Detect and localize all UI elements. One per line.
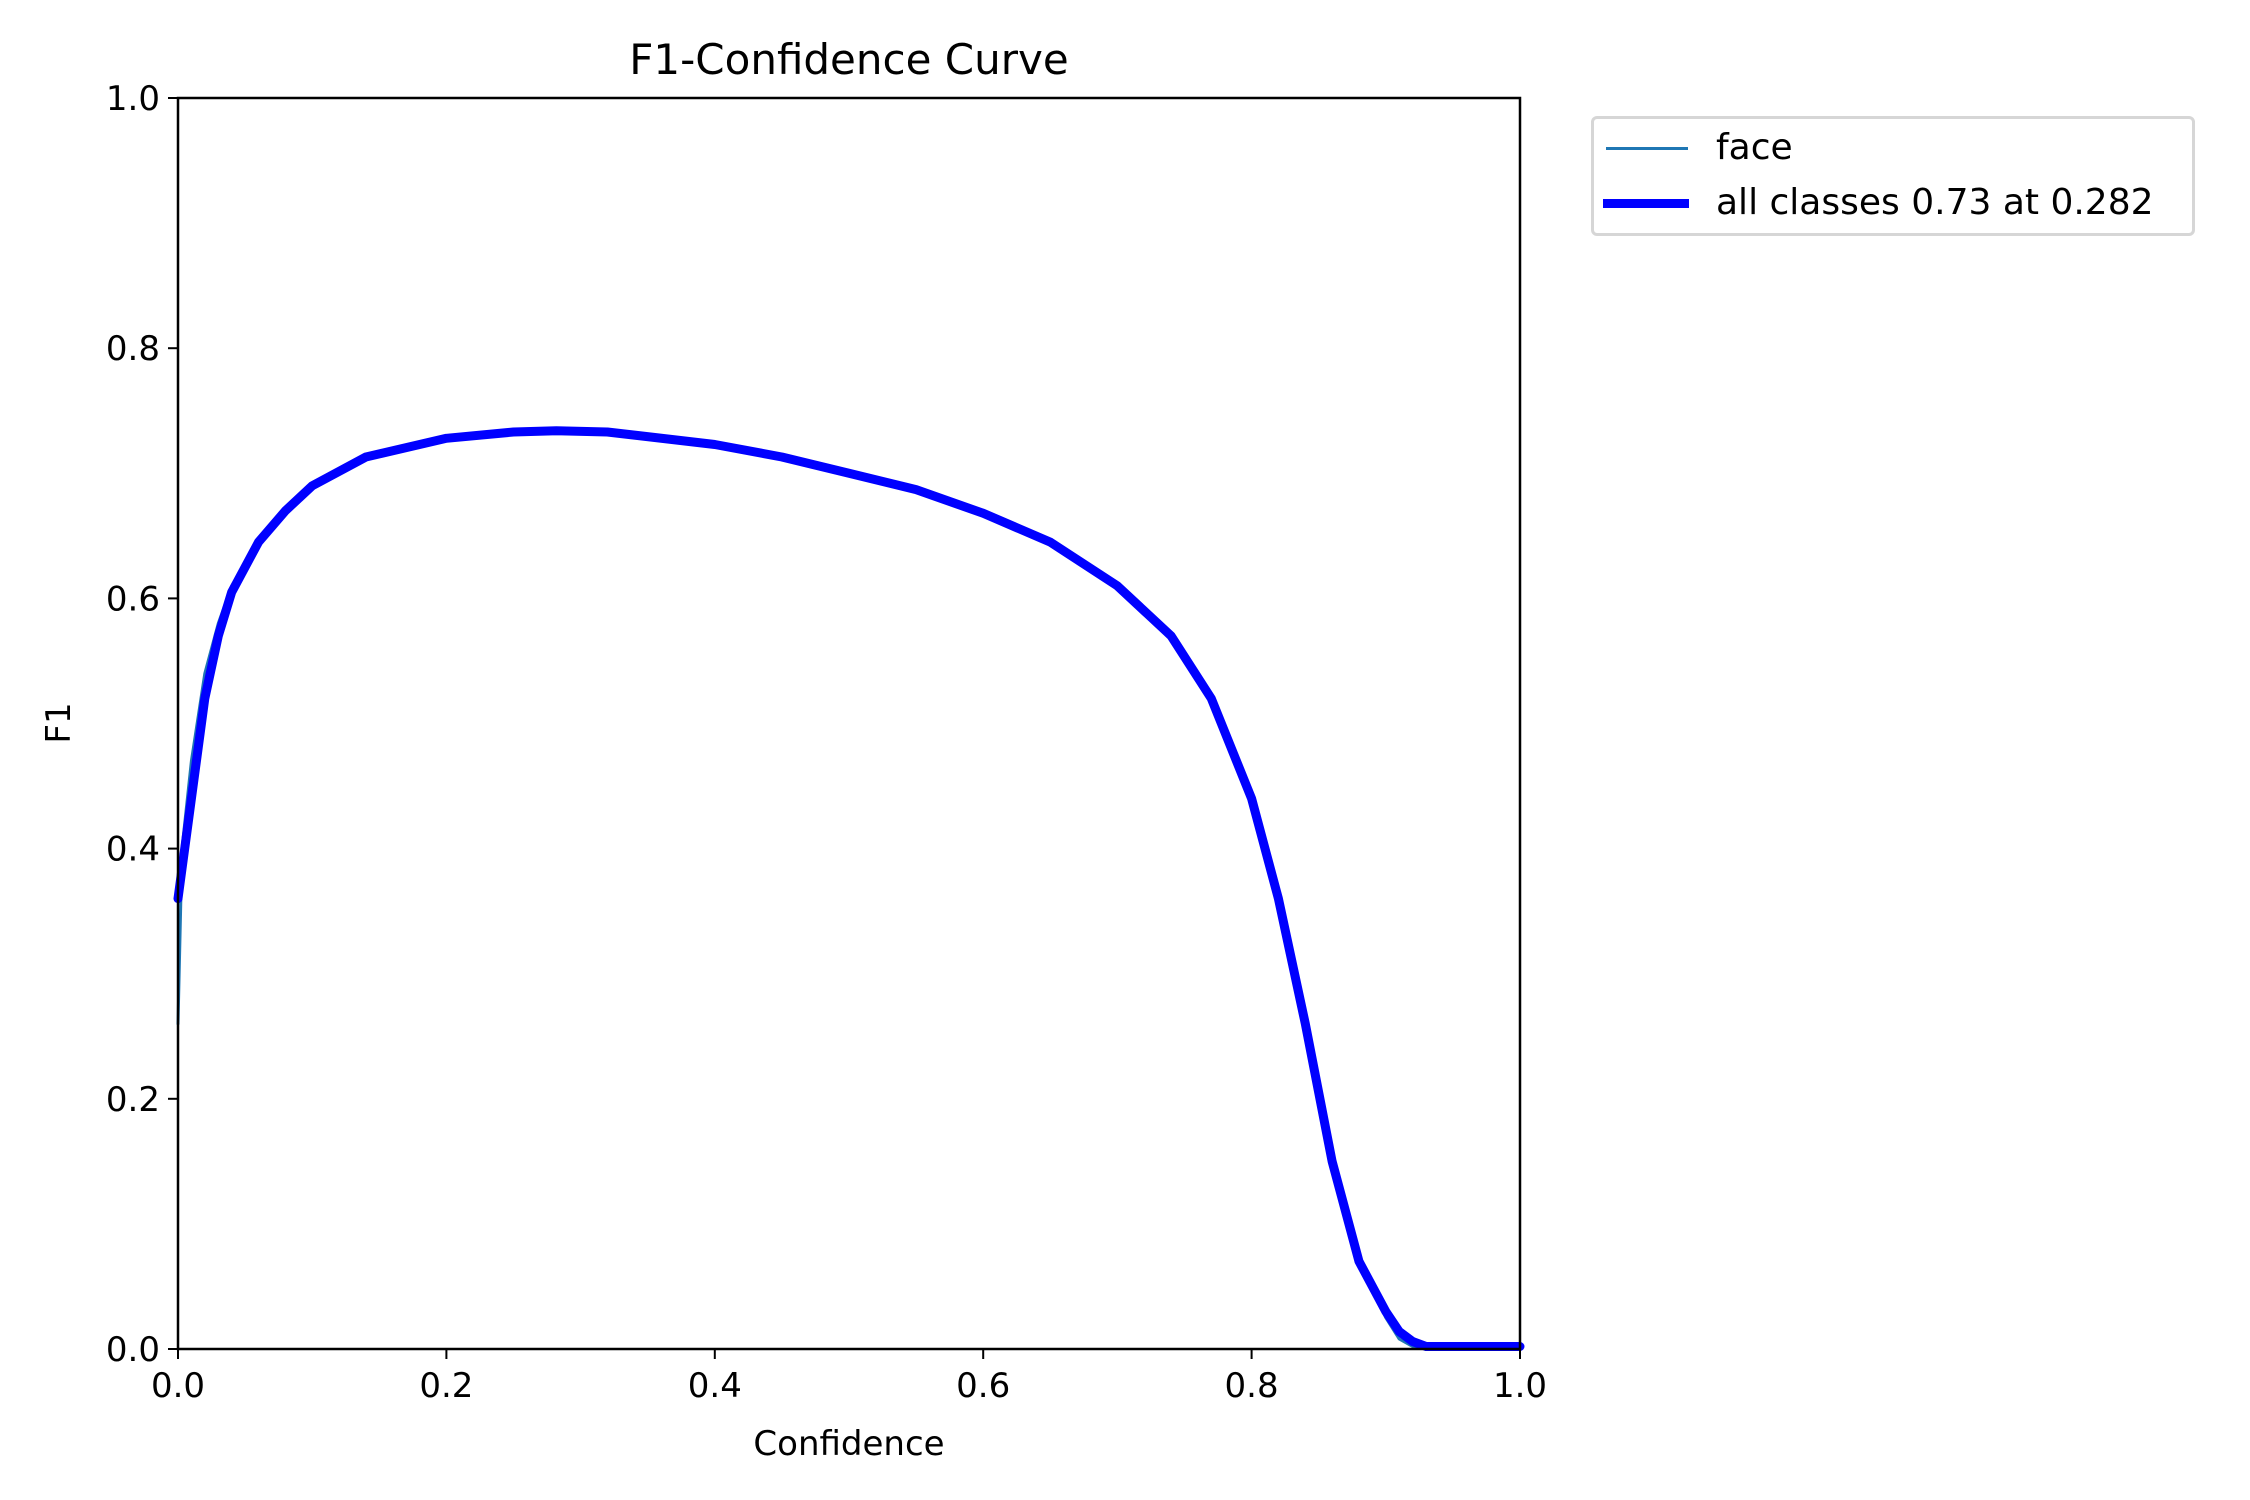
legend-line-face xyxy=(1606,147,1688,150)
x-axis-label: Confidence xyxy=(753,1424,944,1464)
legend-label-face: face xyxy=(1716,127,1793,168)
plot-area-frame xyxy=(176,96,1522,1351)
y-axis-label: F1 xyxy=(39,702,79,743)
x-axis-ticks: 0.0 0.2 0.4 0.6 0.8 1.0 xyxy=(151,1349,1547,1406)
legend-line-all-classes xyxy=(1603,199,1689,208)
series-layer xyxy=(173,426,1525,1351)
x-tick-label: 1.0 xyxy=(1493,1366,1547,1406)
y-tick-label: 0.2 xyxy=(106,1080,160,1120)
x-tick-label: 0.4 xyxy=(688,1366,742,1406)
x-tick-label: 0.8 xyxy=(1225,1366,1279,1406)
series-line-face xyxy=(176,429,1522,1351)
legend: face all classes 0.73 at 0.282 xyxy=(1591,116,2195,236)
x-tick-label: 0.2 xyxy=(419,1366,473,1406)
legend-label-all-classes: all classes 0.73 at 0.282 xyxy=(1716,182,2154,223)
series-line-all-classes xyxy=(173,426,1525,1351)
x-tick-label: 0.0 xyxy=(151,1366,205,1406)
y-tick-label: 0.6 xyxy=(106,579,160,619)
chart-title: F1-Confidence Curve xyxy=(629,35,1068,84)
y-tick-label: 0.4 xyxy=(106,830,160,870)
x-tick-label: 0.6 xyxy=(956,1366,1010,1406)
y-tick-label: 0.8 xyxy=(106,329,160,369)
y-tick-label: 0.0 xyxy=(106,1330,160,1370)
y-tick-label: 1.0 xyxy=(106,79,160,119)
y-axis-ticks: 0.0 0.2 0.4 0.6 0.8 1.0 xyxy=(106,79,178,1370)
